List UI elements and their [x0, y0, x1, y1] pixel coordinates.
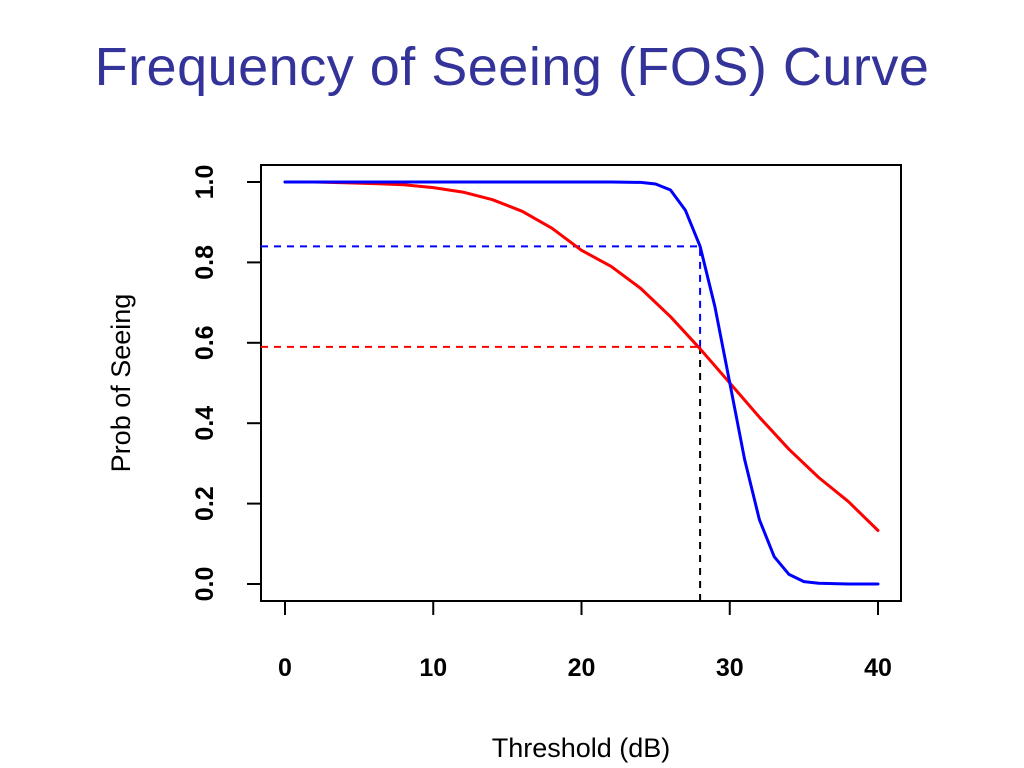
reference-lines: [261, 245, 702, 601]
series-line: [283, 180, 880, 532]
y-tick-label: 0.0: [191, 567, 219, 602]
y-axis-label: Prob of Seeing: [106, 294, 136, 473]
y-axis: 0.0 0.2 0.4 0.6 0.8 1.0: [191, 165, 262, 602]
x-tick-label: 30: [716, 654, 744, 682]
x-tick-label: 40: [864, 654, 892, 682]
y-tick-label: 0.8: [191, 245, 219, 280]
slide-title: Frequency of Seeing (FOS) Curve: [94, 37, 930, 97]
x-tick-label: 10: [419, 654, 447, 682]
x-axis-label: Threshold (dB): [492, 733, 671, 763]
y-tick-label: 0.2: [191, 486, 219, 521]
series-layer: [283, 180, 880, 586]
x-tick-label: 20: [568, 654, 596, 682]
plot-frame: [260, 164, 902, 602]
y-tick-label: 1.0: [191, 165, 219, 200]
x-tick-label: 0: [278, 654, 292, 682]
y-tick-label: 0.4: [191, 406, 219, 441]
series-line: [283, 180, 880, 586]
y-tick-label: 0.6: [191, 325, 219, 360]
x-axis: 0 10 20 30 40: [278, 600, 892, 682]
